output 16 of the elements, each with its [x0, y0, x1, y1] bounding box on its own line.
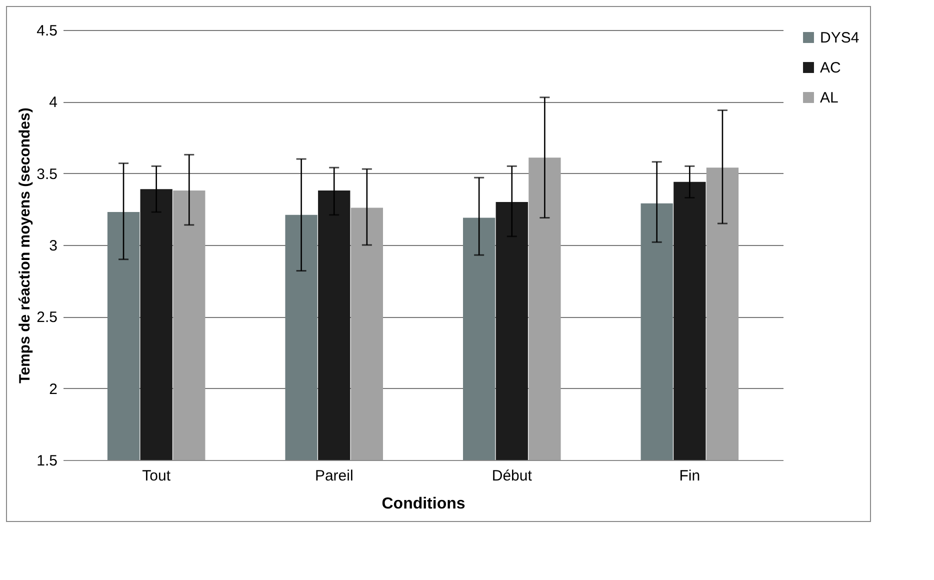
x-tick-label: Pareil	[314, 468, 354, 484]
y-tick-label: 4.5	[36, 22, 58, 40]
x-tick-label: Fin	[679, 468, 700, 484]
x-tick-label: Début	[492, 468, 533, 484]
y-axis-title: Temps de réaction moyens (secondes)	[16, 108, 34, 384]
y-tick-label: 2.5	[36, 309, 58, 326]
y-tick-label: 4	[49, 94, 58, 112]
legend-label: AC	[820, 60, 842, 76]
y-tick-label: 3	[49, 238, 58, 254]
legend-label: AL	[820, 90, 838, 106]
y-tick-label: 2	[49, 380, 58, 398]
x-axis-title: Conditions	[382, 496, 466, 512]
legend-label: DYS4	[820, 30, 860, 46]
y-tick-label: 1.5	[36, 452, 58, 470]
y-tick-label: 3.5	[36, 166, 58, 183]
x-tick-label: Tout	[142, 468, 172, 484]
